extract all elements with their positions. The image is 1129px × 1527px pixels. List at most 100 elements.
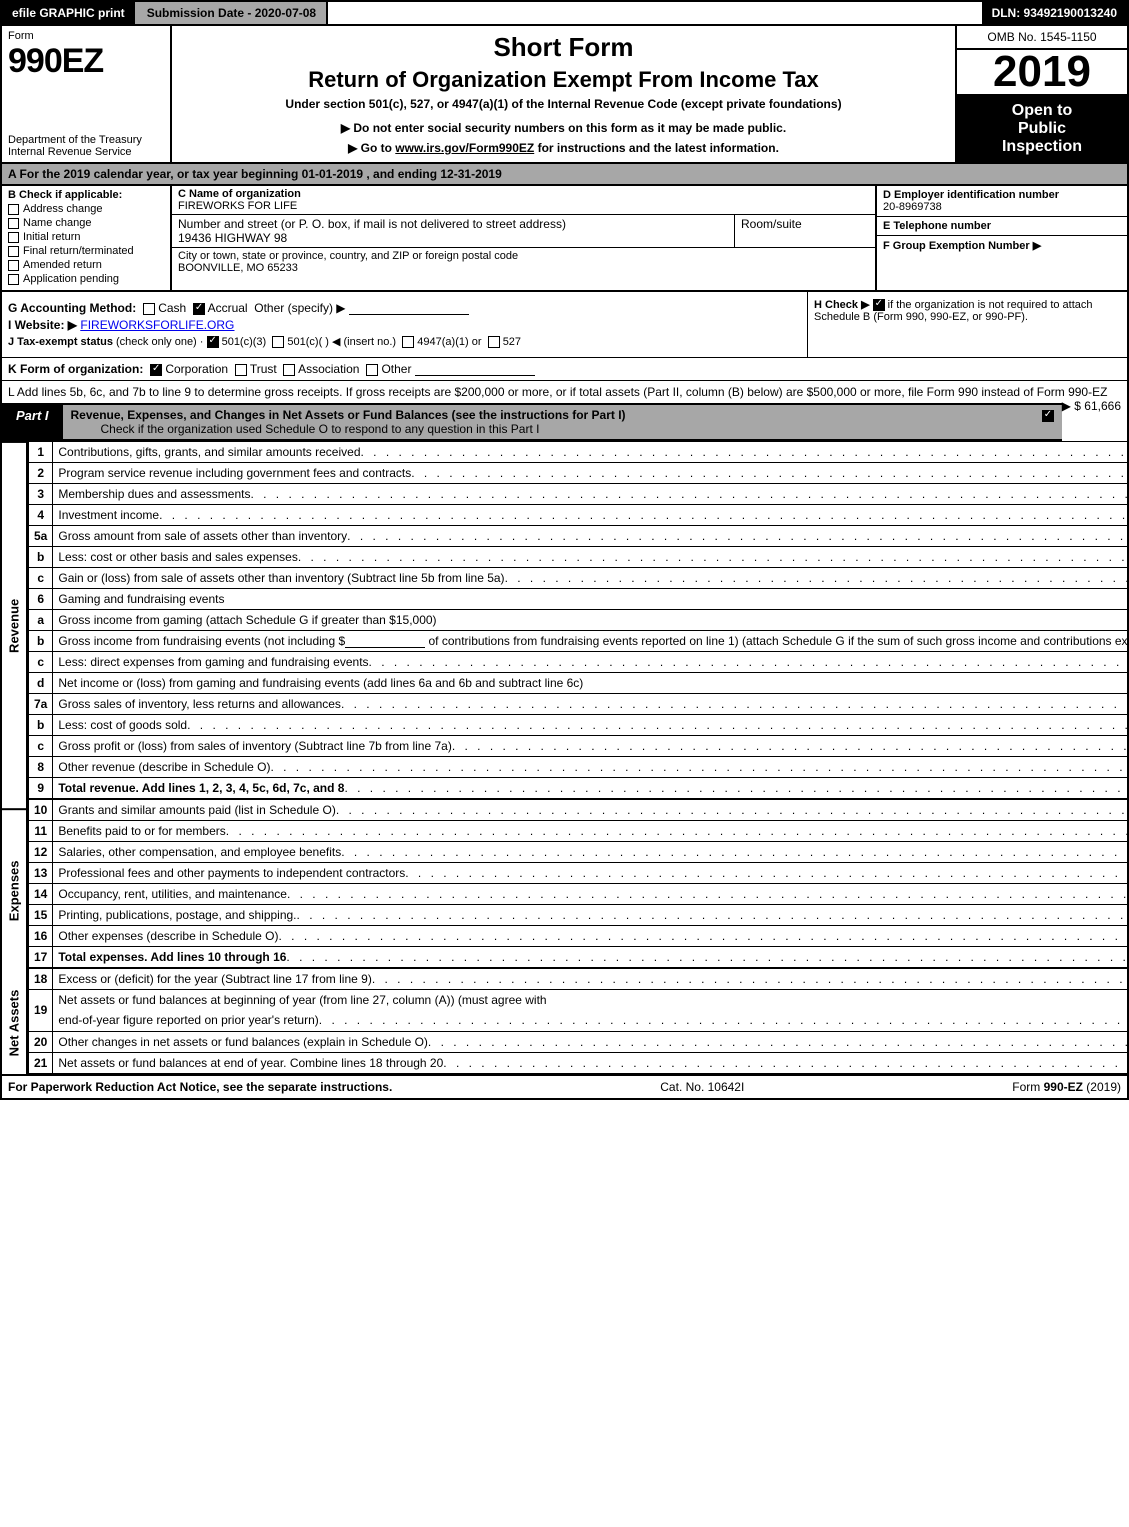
chk-application-pending[interactable]: Application pending xyxy=(8,273,164,285)
gh-row: G Accounting Method: Cash Accrual Other … xyxy=(2,292,1127,358)
checkbox-checked-icon[interactable] xyxy=(193,303,205,315)
gh-right: H Check ▶ if the organization is not req… xyxy=(807,292,1127,357)
title-mid: Short Form Return of Organization Exempt… xyxy=(172,26,957,162)
l20-desc: Other changes in net assets or fund bala… xyxy=(58,1035,428,1049)
b-opt-0: Address change xyxy=(23,203,103,215)
g-line: G Accounting Method: Cash Accrual Other … xyxy=(8,301,801,315)
checkbox-icon[interactable] xyxy=(272,336,284,348)
checkbox-icon[interactable] xyxy=(366,364,378,376)
k-other-blank[interactable] xyxy=(415,364,535,376)
l7b-desc: Less: cost of goods sold xyxy=(58,718,187,732)
k-row: K Form of organization: Corporation Trus… xyxy=(2,358,1127,381)
chk-name-change[interactable]: Name change xyxy=(8,217,164,229)
g-other-blank[interactable] xyxy=(349,303,469,315)
chk-address-change[interactable]: Address change xyxy=(8,203,164,215)
j-c: 4947(a)(1) or xyxy=(417,336,481,348)
l-amt-lbl: ▶ $ xyxy=(1062,399,1081,413)
checkbox-icon[interactable] xyxy=(143,303,155,315)
goto-pre: ▶ Go to xyxy=(348,141,395,155)
checkbox-icon[interactable] xyxy=(402,336,414,348)
b-header: B Check if applicable: xyxy=(8,189,164,201)
b-opt-5: Application pending xyxy=(23,273,119,285)
line-6c: cLess: direct expenses from gaming and f… xyxy=(29,652,1129,673)
c-room-row: Room/suite xyxy=(735,215,875,247)
l8-desc: Other revenue (describe in Schedule O) xyxy=(58,760,270,774)
under-section: Under section 501(c), 527, or 4947(a)(1)… xyxy=(180,97,947,111)
website-link[interactable]: FIREWORKSFORLIFE.ORG xyxy=(80,318,234,332)
part1-label: Part I xyxy=(2,405,63,439)
part1-header: Part I Revenue, Expenses, and Changes in… xyxy=(2,403,1062,441)
checkbox-icon[interactable] xyxy=(235,364,247,376)
c-addr-lbl: Number and street (or P. O. box, if mail… xyxy=(178,217,566,231)
line-11: 11Benefits paid to or for members11 xyxy=(29,821,1129,842)
dln-label: DLN: 93492190013240 xyxy=(982,2,1127,24)
footer-left: For Paperwork Reduction Act Notice, see … xyxy=(8,1080,392,1094)
line-9: 9Total revenue. Add lines 1, 2, 3, 4, 5c… xyxy=(29,778,1129,800)
checkbox-icon[interactable] xyxy=(488,336,500,348)
lines-table: 1Contributions, gifts, grants, and simil… xyxy=(28,441,1129,1074)
line-14: 14Occupancy, rent, utilities, and mainte… xyxy=(29,884,1129,905)
form-990ez-page: efile GRAPHIC print Submission Date - 20… xyxy=(0,0,1129,1100)
footer-mid: Cat. No. 10642I xyxy=(660,1080,744,1094)
checkbox-checked-icon[interactable] xyxy=(1042,410,1054,422)
col-c: C Name of organization FIREWORKS FOR LIF… xyxy=(172,186,877,290)
f-grp-row: F Group Exemption Number ▶ xyxy=(877,236,1127,290)
l21-desc: Net assets or fund balances at end of ye… xyxy=(58,1056,443,1070)
chk-initial-return[interactable]: Initial return xyxy=(8,231,164,243)
i-lbl: I Website: ▶ xyxy=(8,318,77,332)
bcf-block: B Check if applicable: Address change Na… xyxy=(2,186,1127,292)
line-8: 8Other revenue (describe in Schedule O)8 xyxy=(29,757,1129,778)
checkbox-icon xyxy=(8,260,19,271)
goto-post: for instructions and the latest informat… xyxy=(534,141,779,155)
side-revenue: Revenue xyxy=(2,441,26,808)
side-labels: Revenue Expenses Net Assets xyxy=(2,441,28,1074)
open-1: Open to xyxy=(959,102,1125,120)
c-name-val: FIREWORKS FOR LIFE xyxy=(178,200,297,212)
c-name-row: C Name of organization FIREWORKS FOR LIF… xyxy=(172,186,875,215)
dept-irs: Internal Revenue Service xyxy=(8,146,164,158)
l4-desc: Investment income xyxy=(58,508,159,522)
line-13: 13Professional fees and other payments t… xyxy=(29,863,1129,884)
l6b-blank[interactable] xyxy=(345,636,425,648)
checkbox-checked-icon[interactable] xyxy=(207,336,219,348)
topbar: efile GRAPHIC print Submission Date - 20… xyxy=(2,2,1127,26)
checkbox-icon[interactable] xyxy=(283,364,295,376)
line-1: 1Contributions, gifts, grants, and simil… xyxy=(29,442,1129,463)
c-room-lbl: Room/suite xyxy=(741,217,802,231)
checkbox-checked-icon[interactable] xyxy=(873,299,885,311)
line-17: 17Total expenses. Add lines 10 through 1… xyxy=(29,947,1129,969)
checkbox-icon xyxy=(8,246,19,257)
open-public-inspection: Open to Public Inspection xyxy=(957,96,1127,162)
checkbox-checked-icon[interactable] xyxy=(150,364,162,376)
j-b: 501(c)( ) ◀ (insert no.) xyxy=(287,336,396,348)
lines-wrap: 1Contributions, gifts, grants, and simil… xyxy=(28,441,1129,1074)
g-accrual: Accrual xyxy=(208,301,248,315)
submission-date-button[interactable]: Submission Date - 2020-07-08 xyxy=(137,2,328,24)
l1-desc: Contributions, gifts, grants, and simila… xyxy=(58,445,360,459)
open-3: Inspection xyxy=(959,138,1125,156)
title-left: Form 990EZ Department of the Treasury In… xyxy=(2,26,172,162)
goto-link[interactable]: www.irs.gov/Form990EZ xyxy=(395,141,534,155)
efile-print-button[interactable]: efile GRAPHIC print xyxy=(2,2,137,24)
short-form-title: Short Form xyxy=(180,32,947,63)
line-7a: 7aGross sales of inventory, less returns… xyxy=(29,694,1129,715)
l-txt: L Add lines 5b, 6c, and 7b to line 9 to … xyxy=(8,385,1107,399)
l10-desc: Grants and similar amounts paid (list in… xyxy=(58,803,335,817)
l6b-desc-1: Gross income from fundraising events (no… xyxy=(58,634,345,648)
side-expenses: Expenses xyxy=(2,808,26,972)
d-ein-lbl: D Employer identification number xyxy=(883,189,1059,201)
goto-line: ▶ Go to www.irs.gov/Form990EZ for instru… xyxy=(180,141,947,155)
part1-sub: Check if the organization used Schedule … xyxy=(71,422,540,436)
f-grp-lbl: F Group Exemption Number ▶ xyxy=(883,240,1041,252)
e-tel-lbl: E Telephone number xyxy=(883,220,991,232)
dept-treasury: Department of the Treasury xyxy=(8,134,164,146)
k-3: Other xyxy=(381,362,411,376)
side-netassets: Net Assets xyxy=(2,972,26,1073)
return-title: Return of Organization Exempt From Incom… xyxy=(180,67,947,93)
chk-final-return[interactable]: Final return/terminated xyxy=(8,245,164,257)
chk-amended-return[interactable]: Amended return xyxy=(8,259,164,271)
main-lines: Revenue Expenses Net Assets 1Contributio… xyxy=(2,441,1127,1074)
l15-desc: Printing, publications, postage, and shi… xyxy=(58,908,296,922)
line-10: 10Grants and similar amounts paid (list … xyxy=(29,799,1129,821)
part1-title: Revenue, Expenses, and Changes in Net As… xyxy=(63,405,1034,439)
